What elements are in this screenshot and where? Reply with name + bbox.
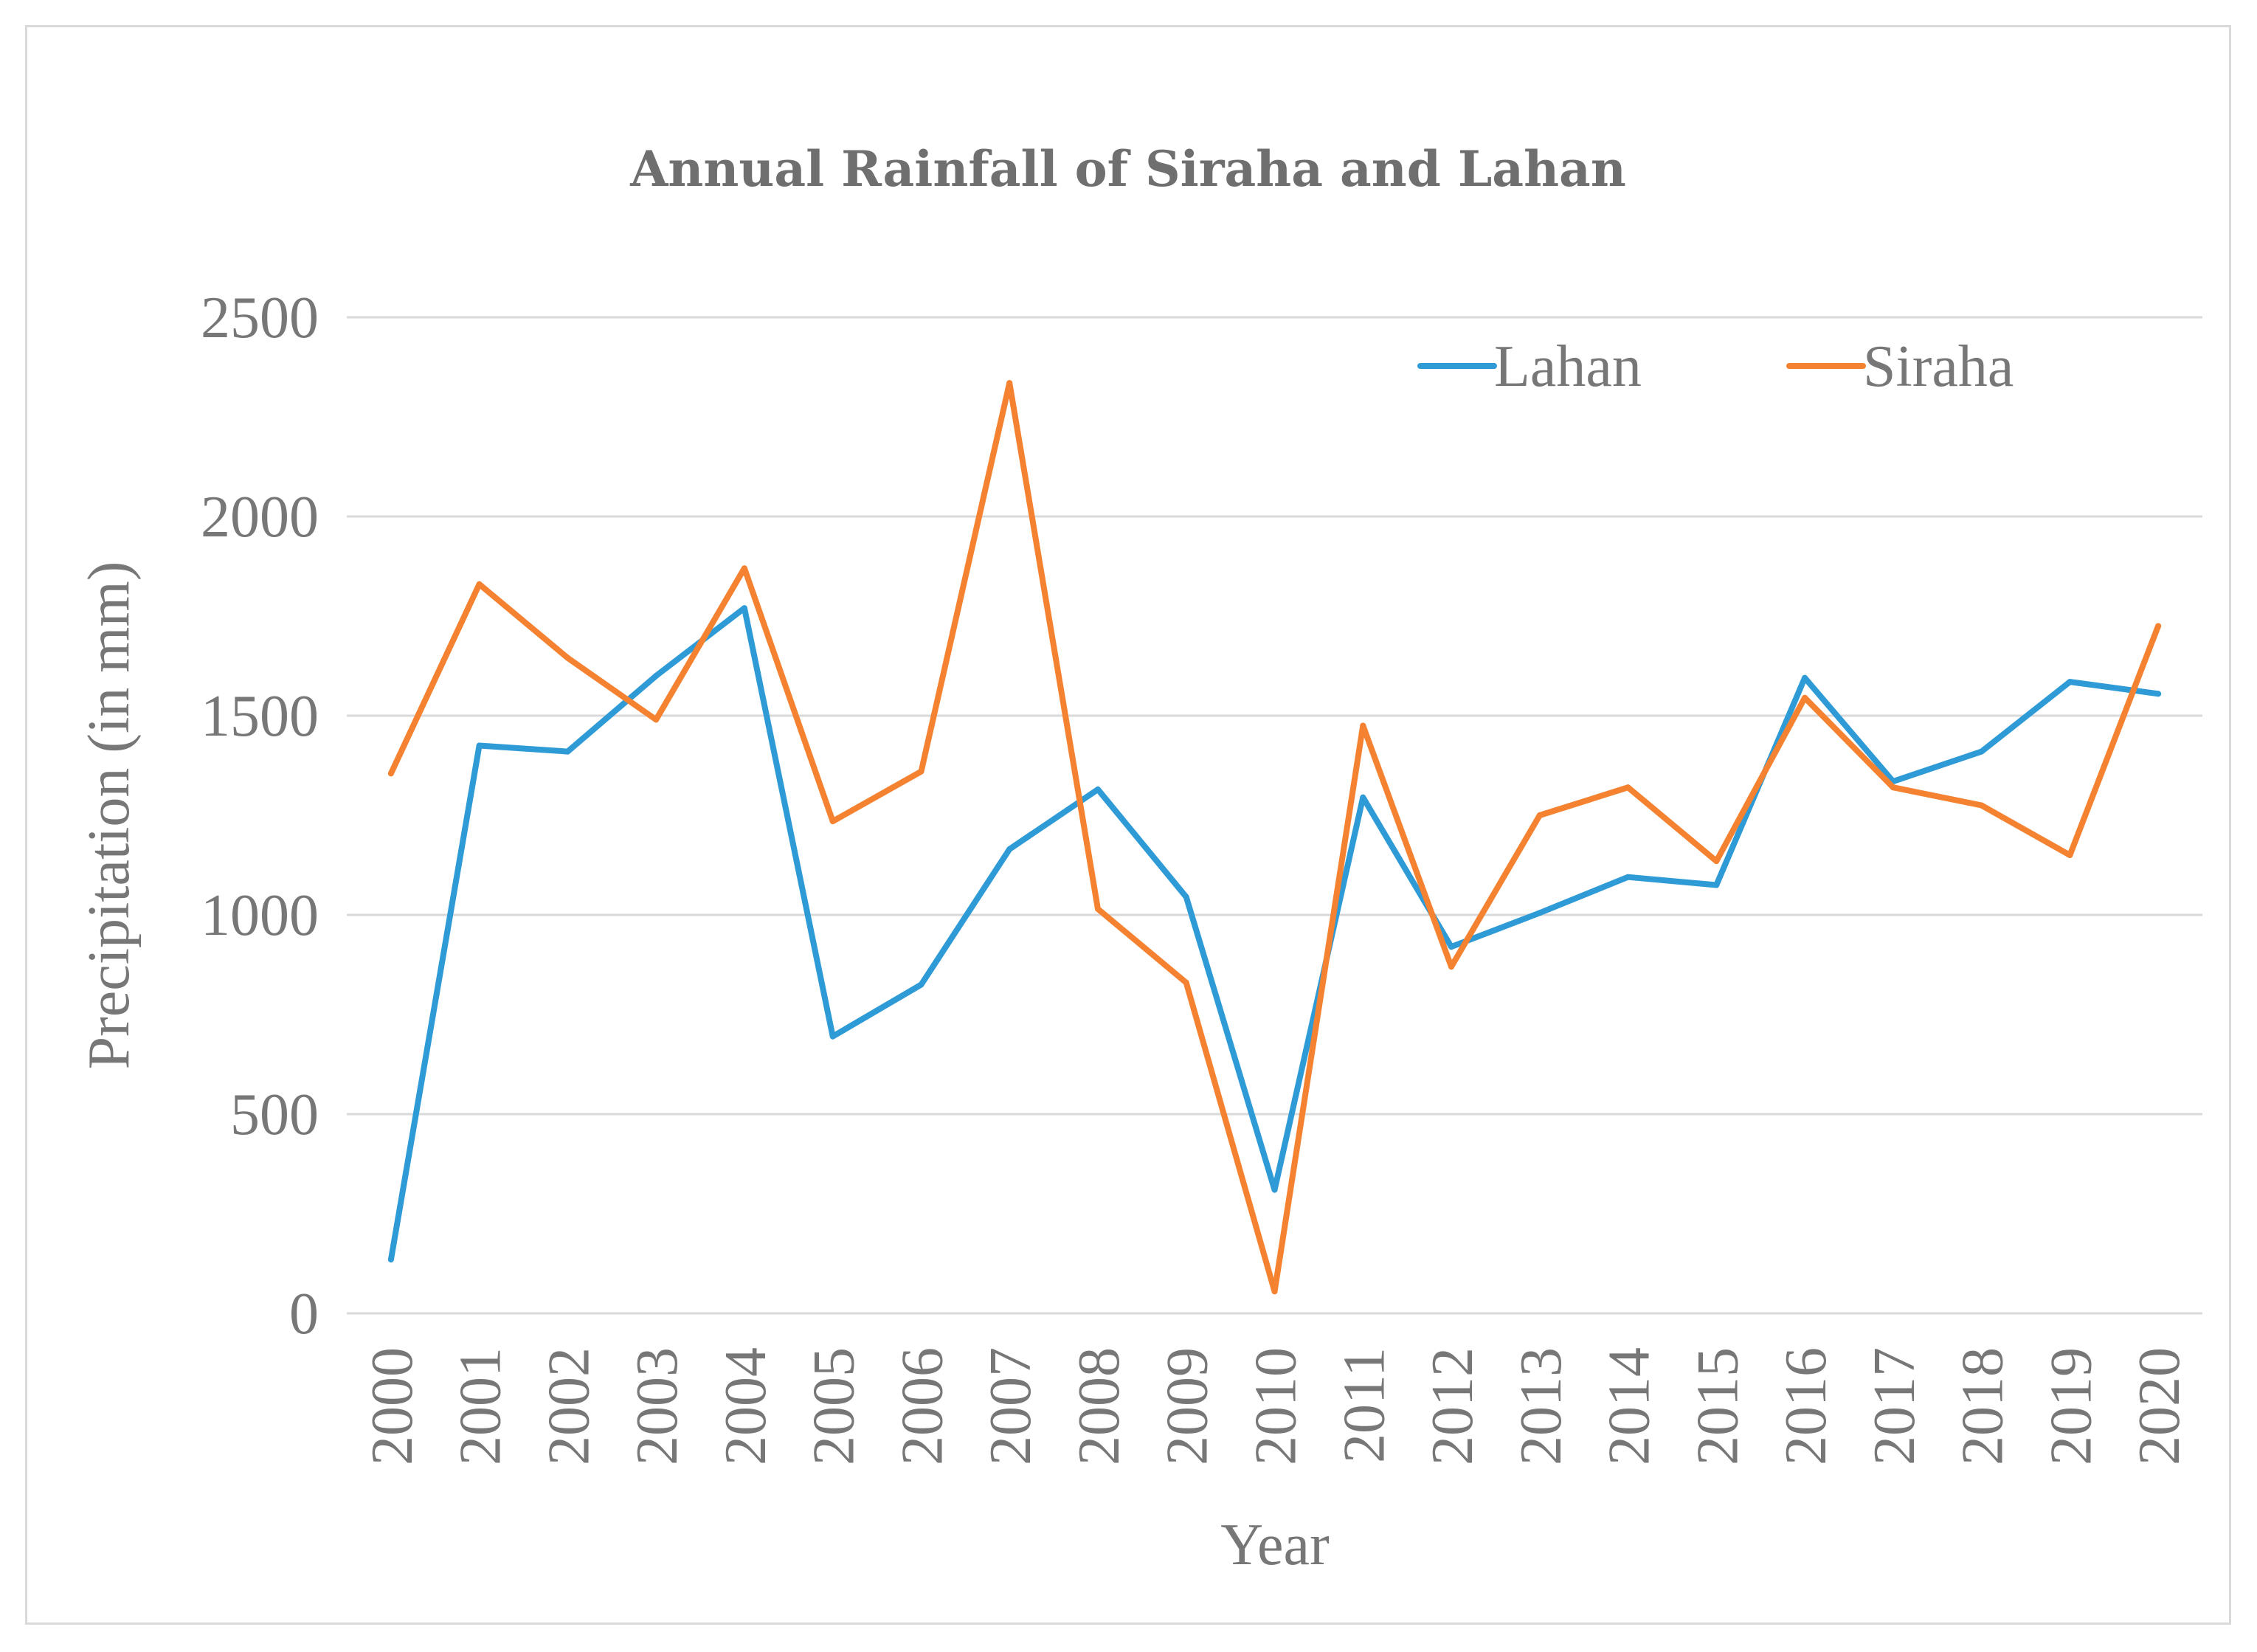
y-axis-ticks: 0 500 1000 1500 2000 2500 xyxy=(201,286,319,1347)
data-point-lahan-2011 xyxy=(1360,794,1366,801)
gridlines xyxy=(347,316,2202,1315)
data-point-siraha-2005 xyxy=(829,818,836,825)
data-point-siraha-2009 xyxy=(1183,979,1189,986)
legend-label-siraha: Siraha xyxy=(1863,334,2014,399)
x-tick-label: 2017 xyxy=(1862,1347,1927,1465)
y-tick-label: 1000 xyxy=(201,883,319,948)
data-point-lahan-2001 xyxy=(476,742,483,749)
data-point-siraha-2017 xyxy=(1890,784,1896,791)
legend: Lahan Siraha xyxy=(1417,334,2014,399)
x-tick-label: 2010 xyxy=(1244,1347,1309,1465)
data-point-siraha-2020 xyxy=(2155,623,2162,629)
data-point-siraha-2014 xyxy=(1625,784,1631,791)
data-point-siraha-2001 xyxy=(476,581,483,587)
x-tick-label: 2008 xyxy=(1067,1347,1132,1465)
data-point-lahan-2009 xyxy=(1183,894,1189,900)
data-point-siraha-2004 xyxy=(741,565,747,572)
data-point-lahan-2003 xyxy=(653,673,660,679)
data-point-siraha-2015 xyxy=(1713,858,1720,865)
data-point-siraha-2006 xyxy=(918,768,924,775)
x-tick-label: 2001 xyxy=(449,1347,514,1465)
data-point-lahan-2005 xyxy=(829,1033,836,1040)
data-point-lahan-2002 xyxy=(564,748,571,755)
data-point-siraha-2011 xyxy=(1360,722,1366,729)
x-tick-label: 2012 xyxy=(1420,1347,1485,1465)
data-point-lahan-2000 xyxy=(387,1257,394,1263)
data-point-lahan-2008 xyxy=(1094,786,1101,792)
data-point-lahan-2018 xyxy=(1978,748,1985,755)
data-point-siraha-2018 xyxy=(1978,802,1985,809)
data-point-lahan-2012 xyxy=(1448,944,1455,950)
data-point-lahan-2020 xyxy=(2155,691,2162,697)
data-point-lahan-2013 xyxy=(1536,910,1543,916)
x-tick-label: 2018 xyxy=(1951,1347,2016,1465)
x-tick-label: 2007 xyxy=(978,1347,1043,1465)
x-tick-label: 2020 xyxy=(2127,1347,2192,1465)
data-point-siraha-2002 xyxy=(564,654,571,661)
x-tick-label: 2011 xyxy=(1332,1347,1397,1463)
x-tick-label: 2019 xyxy=(2039,1347,2104,1465)
x-tick-label: 2005 xyxy=(802,1347,867,1465)
y-axis-label: Precipitation (in mm) xyxy=(77,561,142,1070)
data-point-siraha-2013 xyxy=(1536,812,1543,818)
data-point-siraha-2012 xyxy=(1448,964,1455,970)
series-line-lahan xyxy=(387,605,2162,1263)
data-point-siraha-2000 xyxy=(387,770,394,777)
x-tick-label: 2000 xyxy=(360,1347,425,1465)
data-point-lahan-2015 xyxy=(1713,882,1720,888)
data-point-lahan-2019 xyxy=(2067,679,2073,685)
x-axis-label: Year xyxy=(1220,1513,1329,1577)
x-tick-label: 2016 xyxy=(1774,1347,1839,1465)
data-point-siraha-2016 xyxy=(1802,694,1808,701)
x-tick-label: 2009 xyxy=(1155,1347,1220,1465)
chart-title: Annual Rainfall of Siraha and Lahan xyxy=(629,140,1626,198)
data-point-lahan-2004 xyxy=(741,605,747,612)
data-point-lahan-2010 xyxy=(1271,1186,1278,1193)
legend-label-lahan: Lahan xyxy=(1494,334,1642,399)
data-point-siraha-2007 xyxy=(1006,380,1013,387)
x-tick-label: 2003 xyxy=(625,1347,690,1465)
x-tick-label: 2015 xyxy=(1685,1347,1750,1465)
data-point-siraha-2019 xyxy=(2067,852,2073,858)
data-point-lahan-2014 xyxy=(1625,874,1631,880)
y-tick-label: 1500 xyxy=(201,684,319,749)
series-line-siraha xyxy=(387,380,2162,1295)
x-tick-label: 2014 xyxy=(1597,1347,1662,1465)
data-point-siraha-2003 xyxy=(653,716,660,723)
y-tick-label: 2000 xyxy=(201,485,319,550)
data-point-lahan-2006 xyxy=(918,981,924,988)
data-point-siraha-2010 xyxy=(1271,1288,1278,1295)
x-axis-ticks: 2000 2001 2002 2003 2004 2005 2006 2007 2008 2009… xyxy=(360,1347,2192,1465)
y-tick-label: 2500 xyxy=(201,286,319,350)
x-tick-label: 2002 xyxy=(536,1347,601,1465)
data-point-siraha-2008 xyxy=(1094,905,1101,912)
x-tick-label: 2004 xyxy=(713,1347,778,1465)
x-tick-label: 2006 xyxy=(890,1347,955,1465)
y-tick-label: 500 xyxy=(230,1082,319,1147)
x-tick-label: 2013 xyxy=(1509,1347,1574,1465)
y-tick-label: 0 xyxy=(289,1282,319,1347)
series-lines xyxy=(387,380,2162,1295)
data-point-lahan-2016 xyxy=(1802,674,1808,681)
data-point-lahan-2007 xyxy=(1006,846,1013,852)
